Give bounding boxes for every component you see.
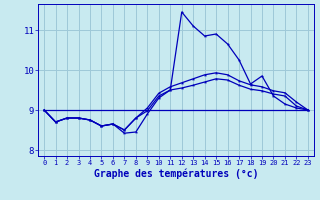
X-axis label: Graphe des températures (°c): Graphe des températures (°c): [94, 169, 258, 179]
